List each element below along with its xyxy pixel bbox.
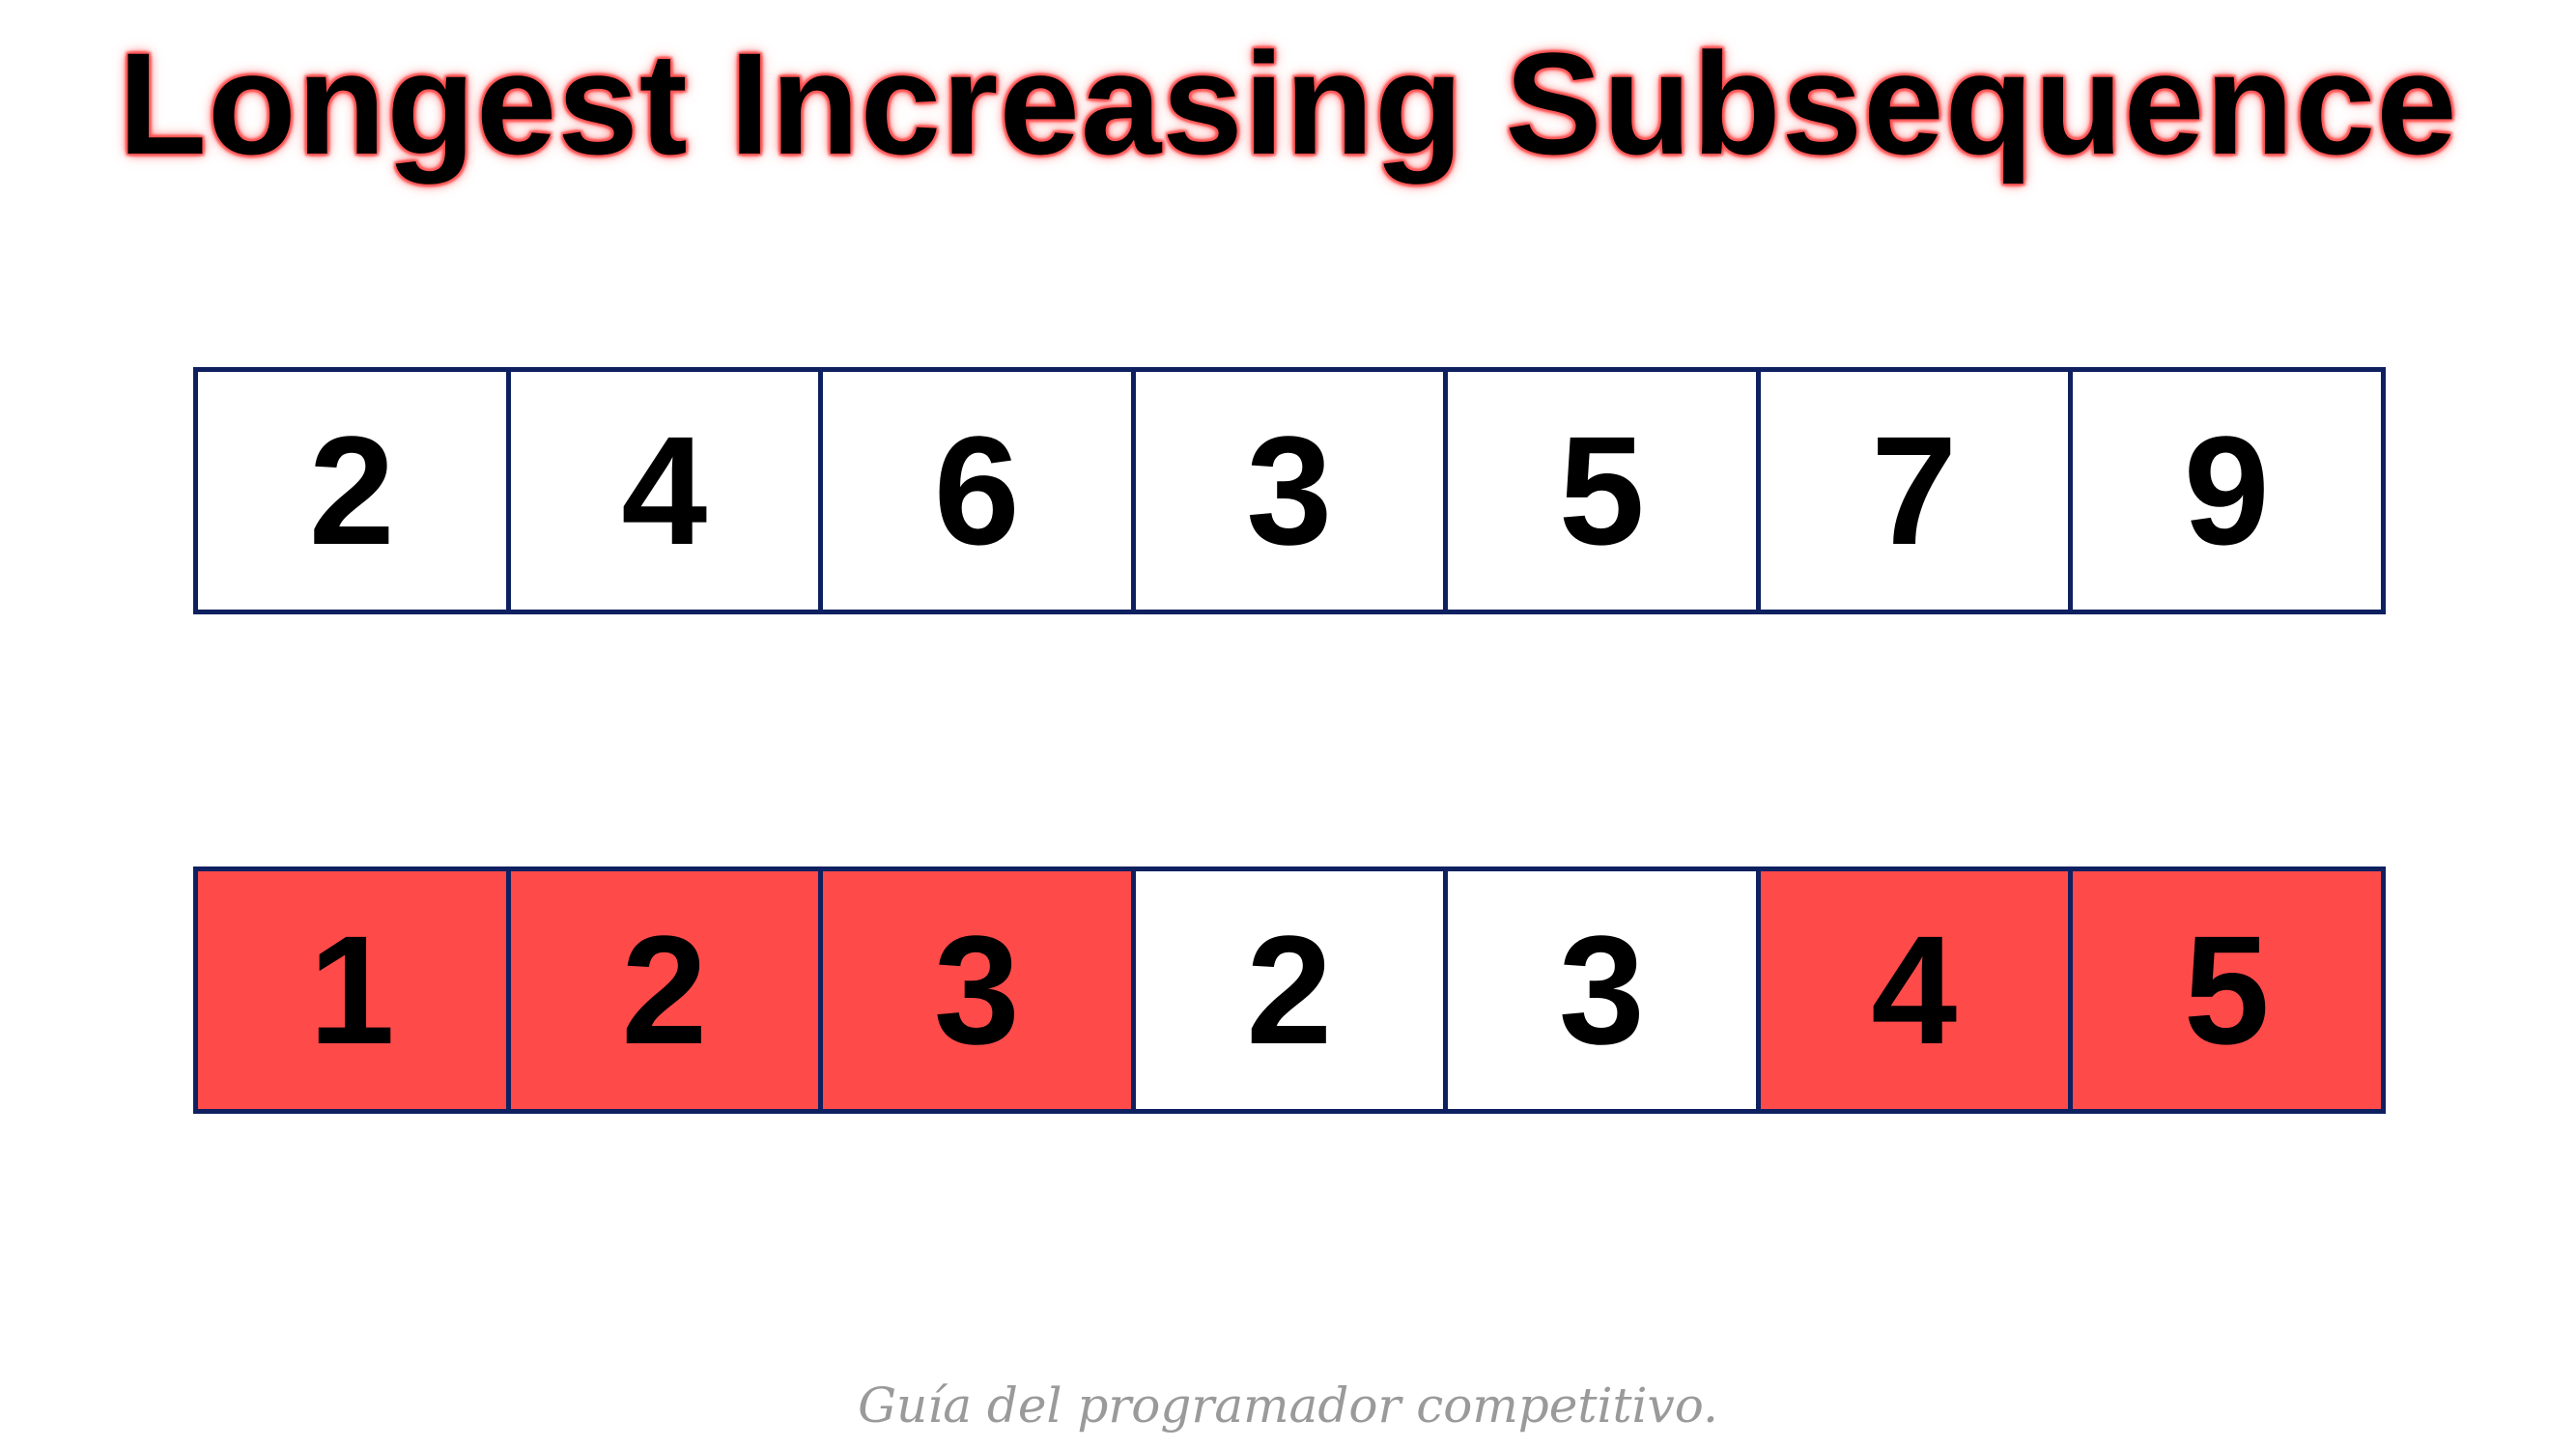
lis-length-cell: 2 (1135, 867, 1448, 1114)
lis-length-cell: 4 (1760, 867, 2073, 1114)
lis-length-cell: 2 (510, 867, 823, 1114)
diagram-title: Longest Increasing Subsequence (118, 22, 2458, 185)
lis-length-cell: 3 (823, 867, 1136, 1114)
sequence-cell: 4 (510, 367, 823, 614)
lis-length-cell: 1 (198, 867, 511, 1114)
lis-length-cell: 5 (2073, 867, 2386, 1114)
sequence-cell: 9 (2073, 367, 2386, 614)
footer-credit: Guía del programador competitivo. (858, 1378, 1718, 1434)
sequence-cell: 7 (1760, 367, 2073, 614)
lis-length-array: 1 2 3 2 3 4 5 (193, 867, 2386, 1114)
sequence-cell: 5 (1448, 367, 1761, 614)
sequence-cell: 2 (198, 367, 511, 614)
sequence-cell: 3 (1135, 367, 1448, 614)
sequence-cell: 6 (823, 367, 1136, 614)
sequence-array: 2 4 6 3 5 7 9 (193, 367, 2386, 614)
lis-length-cell: 3 (1448, 867, 1761, 1114)
